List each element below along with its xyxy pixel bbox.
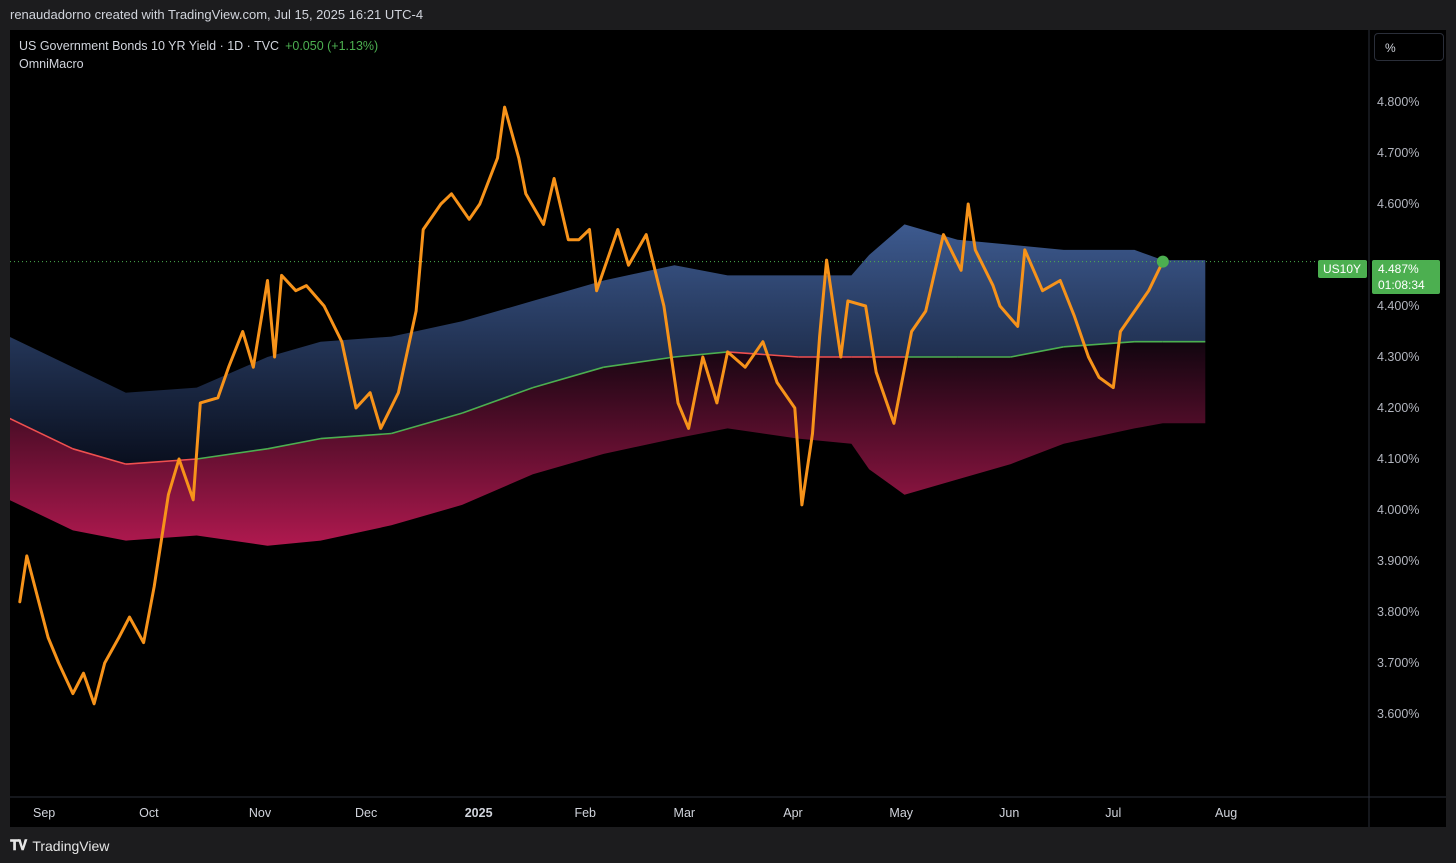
x-tick-label: Jun — [999, 806, 1019, 820]
ma-segment — [391, 412, 463, 435]
y-tick-label: 4.800% — [1377, 95, 1419, 109]
band-upper-area — [10, 224, 1206, 465]
ma-segment — [267, 437, 321, 450]
ma-segment — [674, 351, 728, 358]
price-change: +0.050 (+1.13%) — [285, 39, 379, 53]
ticker-badge — [1318, 260, 1367, 278]
band-lower-area — [10, 341, 1206, 546]
moving-average-line — [10, 340, 1206, 465]
attribution-bar: renaudadorno created with TradingView.co… — [0, 0, 1456, 30]
symbol-row[interactable]: US Government Bonds 10 YR Yield · 1D · T… — [19, 37, 378, 55]
x-tick-label: Aug — [1215, 806, 1237, 820]
ma-segment — [196, 448, 268, 460]
y-tick-label: 4.300% — [1377, 350, 1419, 364]
ma-segment — [10, 417, 74, 450]
y-axis[interactable]: 4.800% 4.700% 4.600% 4.400% 4.300% 4.200% 4.10… — [1377, 95, 1419, 721]
y-tick-label: 3.900% — [1377, 554, 1419, 568]
ma-segment — [532, 366, 604, 389]
y-tick-label: 4.600% — [1377, 197, 1419, 211]
y-tick-label: 4.200% — [1377, 401, 1419, 415]
indicator-name[interactable]: OmniMacro — [19, 57, 84, 71]
footer-bar: 𝐓𝐕 TradingView — [0, 827, 1456, 863]
y-tick-label: 4.000% — [1377, 503, 1419, 517]
chart-frame[interactable]: 4.800% 4.700% 4.600% 4.400% 4.300% 4.200% 4.10… — [10, 30, 1446, 827]
y-tick-label: 3.800% — [1377, 605, 1419, 619]
price-value: 4.487% — [1378, 262, 1419, 276]
yield-series — [18, 105, 1169, 706]
x-axis[interactable]: Sep Oct Nov Dec 2025 Feb Mar Apr May Jun Jul Aug — [33, 806, 1237, 820]
symbol-title[interactable]: US Government Bonds 10 YR Yield · 1D · T… — [19, 39, 280, 53]
attribution-text: renaudadorno created with TradingView.co… — [10, 7, 424, 22]
ma-segment — [320, 432, 392, 440]
price-chart[interactable]: 4.800% 4.700% 4.600% 4.400% 4.300% 4.200% 4.10… — [10, 30, 1446, 827]
bar-countdown: 01:08:34 — [1378, 278, 1425, 292]
x-tick-label: Sep — [33, 806, 55, 820]
omnimacro-band — [10, 224, 1206, 546]
x-tick-label: May — [889, 806, 913, 820]
y-tick-label: 4.400% — [1377, 299, 1419, 313]
ticker-label: US10Y — [1323, 262, 1361, 276]
price-badge — [1372, 260, 1440, 294]
tradingview-brand[interactable]: 𝐓𝐕 TradingView — [10, 837, 109, 854]
ma-segment — [1063, 340, 1135, 348]
ma-segment — [125, 458, 197, 465]
percent-scale-button[interactable]: % — [1374, 33, 1444, 61]
y-tick-label: 3.700% — [1377, 656, 1419, 670]
x-tick-label: Dec — [355, 806, 377, 820]
ma-segment — [1010, 346, 1064, 358]
price-label: US10Y 4.487% 01:08:34 — [1318, 260, 1440, 294]
ma-segment — [461, 386, 534, 414]
ma-segment — [603, 356, 675, 368]
x-tick-label: Oct — [139, 806, 159, 820]
y-tick-label: 3.600% — [1377, 707, 1419, 721]
brand-name: TradingView — [32, 837, 110, 854]
axes — [10, 30, 1446, 827]
yield-line — [18, 105, 1165, 706]
x-tick-label: Feb — [574, 806, 596, 820]
x-tick-label: 2025 — [465, 806, 493, 820]
ma-segment — [727, 351, 799, 358]
x-tick-label: Jul — [1105, 806, 1121, 820]
y-tick-label: 4.100% — [1377, 452, 1419, 466]
last-point-marker — [1156, 255, 1169, 268]
y-tick-label: 4.700% — [1377, 146, 1419, 160]
x-tick-label: Mar — [674, 806, 696, 820]
tradingview-logo-icon: 𝐓𝐕 — [10, 837, 27, 853]
x-tick-label: Apr — [783, 806, 802, 820]
chart-legend[interactable]: US Government Bonds 10 YR Yield · 1D · T… — [19, 37, 378, 73]
x-tick-label: Nov — [249, 806, 272, 820]
ma-segment — [72, 448, 127, 465]
